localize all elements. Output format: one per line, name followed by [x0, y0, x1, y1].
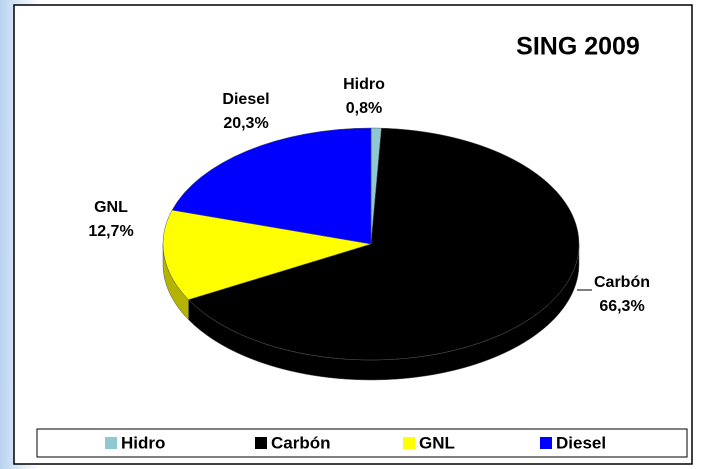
legend-box — [36, 428, 688, 458]
slice — [171, 127, 372, 245]
slice — [162, 209, 372, 321]
data-label-value: 0,8% — [346, 100, 382, 117]
legend-label: Carbón — [271, 433, 331, 452]
legend-label: GNL — [419, 433, 455, 452]
legend-swatch — [255, 437, 267, 449]
legend-label: Diesel — [556, 433, 606, 452]
data-label-name: GNL — [94, 199, 128, 216]
legend-swatch — [403, 437, 415, 449]
chart-title: SING 2009 — [516, 33, 640, 61]
slice-top — [171, 127, 372, 245]
data-label-name: Diesel — [222, 91, 269, 108]
data-label-value: 66,3% — [599, 298, 644, 315]
legend-swatch — [105, 437, 117, 449]
data-label-value: 12,7% — [88, 223, 133, 240]
data-label-name: Carbón — [594, 274, 650, 291]
legend-swatch — [540, 437, 552, 449]
data-label-name: Hidro — [343, 76, 385, 93]
legend-label: Hidro — [121, 433, 165, 452]
data-label-value: 20,3% — [223, 115, 268, 132]
slice-top — [162, 209, 372, 300]
slice-top — [188, 127, 580, 361]
